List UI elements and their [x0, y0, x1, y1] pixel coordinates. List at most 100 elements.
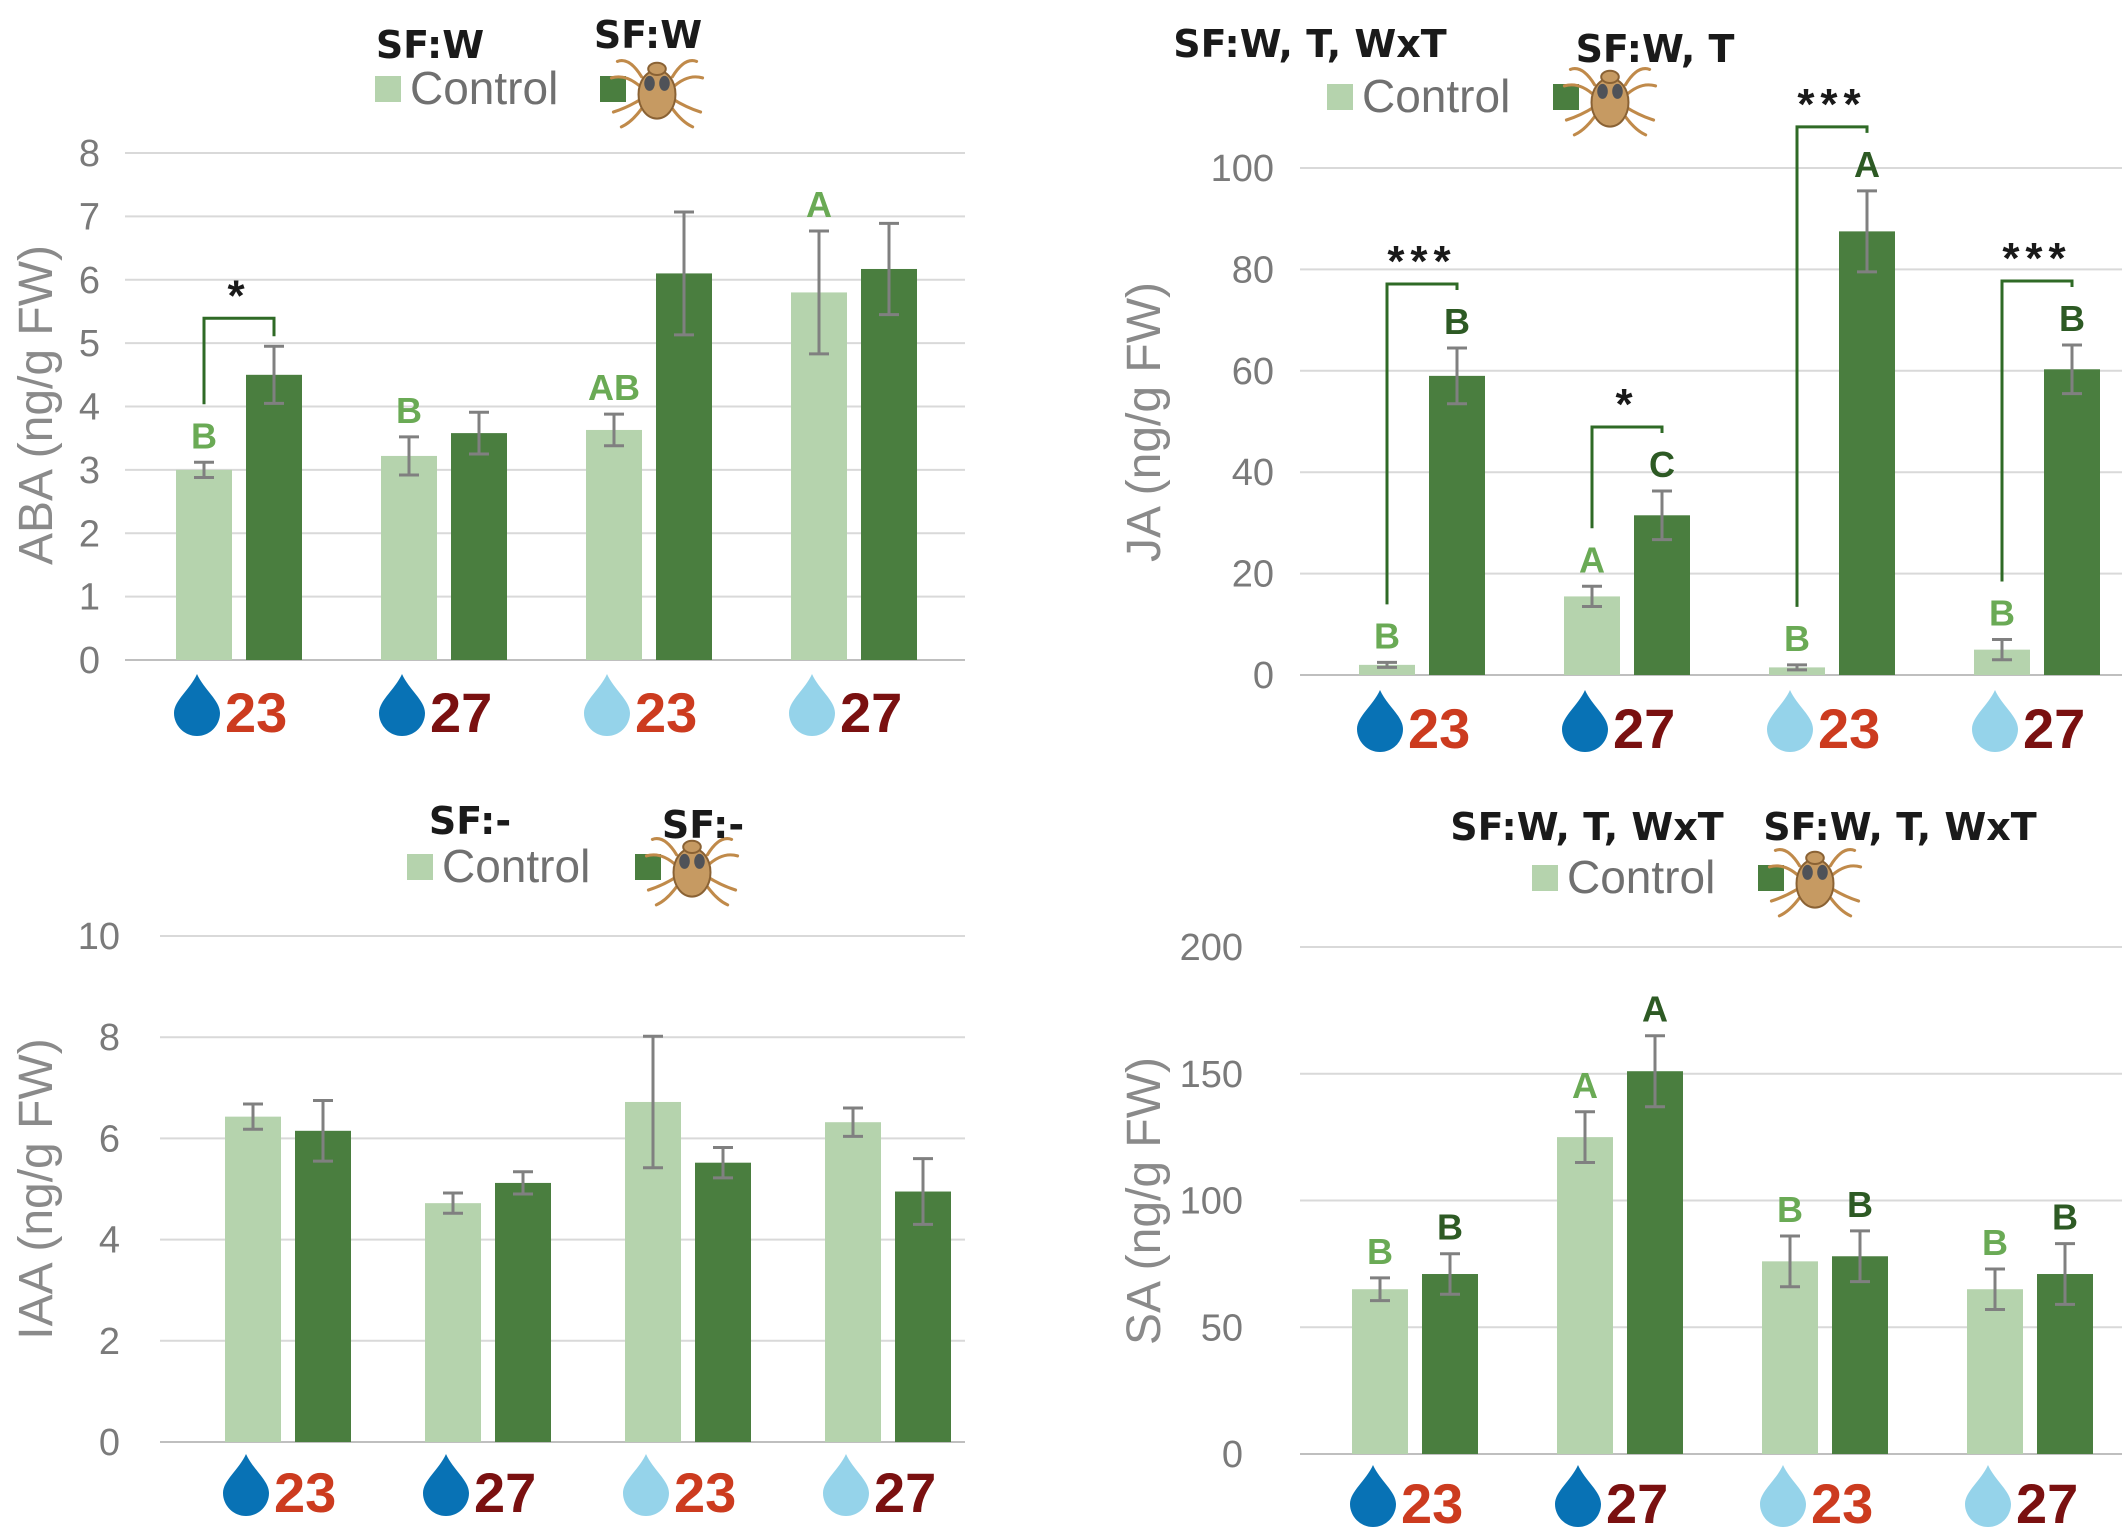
mite-leg: [1828, 864, 1863, 879]
mite-head: [647, 61, 667, 77]
y-tick-label: 80: [1232, 249, 1274, 291]
mite-leg: [1773, 848, 1802, 868]
legend-control-swatch: [407, 854, 433, 880]
category-temperature: 23: [1818, 697, 1880, 760]
control-letter: B: [1777, 1189, 1803, 1230]
y-axis-label: ABA (ng/g FW): [10, 245, 63, 565]
mite-leg: [670, 75, 705, 90]
treated-bar: [1839, 231, 1895, 675]
significance-bracket: [1590, 425, 1664, 529]
legend-control-swatch: [1327, 84, 1353, 110]
y-tick-label: 150: [1180, 1054, 1243, 1096]
category-temperature: 23: [274, 1461, 336, 1524]
y-tick-label: 2: [79, 513, 100, 555]
water-drop-icon: [223, 1454, 269, 1516]
mite-body: [637, 69, 677, 120]
control-letter: B: [191, 415, 217, 456]
chart-panel-sa: 0 50 100 150 200 SA (ng/g FW) B B 23 A A 27 B B 23 B B 27…: [1118, 805, 2122, 1533]
control-bar: [425, 1203, 481, 1442]
category-temperature: 23: [1408, 697, 1470, 760]
category-temperature: 23: [635, 681, 697, 744]
water-drop-icon: [1562, 690, 1608, 752]
treated-letter: A: [1642, 989, 1668, 1030]
mite-eye: [644, 75, 655, 91]
water-drop-icon: [1965, 1465, 2011, 1527]
y-tick-label: 0: [99, 1422, 120, 1464]
mite-leg: [1777, 896, 1802, 918]
treated-bar: [2044, 369, 2100, 675]
control-letter: AB: [588, 367, 640, 408]
significance-label: *: [227, 271, 250, 320]
treated-bar: [295, 1130, 351, 1442]
significance-label: ***: [1387, 237, 1456, 286]
control-letter: A: [806, 184, 832, 225]
legend-control-swatch: [375, 76, 401, 102]
control-letter: B: [1989, 593, 2015, 634]
significance-bracket: [1795, 125, 1869, 607]
significance-label: ***: [1797, 80, 1866, 129]
treated-bar: [895, 1191, 951, 1442]
y-tick-label: 20: [1232, 554, 1274, 596]
sf-control-annotation: SF:W, T, WxT: [1450, 805, 1724, 849]
category-temperature: 23: [225, 681, 287, 744]
control-bar: [586, 429, 642, 660]
mite-leg: [670, 107, 695, 129]
y-tick-label: 40: [1232, 452, 1274, 494]
y-tick-label: 7: [79, 196, 100, 238]
mite-leg: [670, 59, 699, 79]
control-letter: A: [1572, 1065, 1598, 1106]
water-drop-icon: [1972, 690, 2018, 752]
legend-control-label: Control: [442, 840, 590, 892]
sf-treated-annotation: SF:-: [662, 803, 744, 847]
sf-control-annotation: SF:W, T, WxT: [1173, 22, 1447, 66]
category-temperature: 27: [2016, 1472, 2078, 1533]
mite-head: [1805, 850, 1825, 866]
y-tick-label: 2: [99, 1321, 120, 1363]
water-drop-icon: [789, 674, 835, 736]
mite-leg: [1828, 896, 1853, 918]
y-tick-label: 3: [79, 450, 100, 492]
category-temperature: 27: [430, 681, 492, 744]
mite-leg: [619, 107, 644, 129]
y-tick-label: 10: [78, 916, 120, 958]
control-bar: [825, 1122, 881, 1442]
control-letter: A: [1579, 539, 1605, 580]
treated-bar: [1429, 375, 1485, 675]
sf-control-annotation: SF:W: [376, 23, 484, 67]
y-tick-label: 0: [1253, 655, 1274, 697]
control-bar: [1564, 596, 1620, 675]
water-drop-icon: [174, 674, 220, 736]
mite-leg: [1623, 115, 1648, 137]
treated-bar: [695, 1162, 751, 1442]
mite-icon: [644, 837, 740, 907]
mite-icon: [1767, 848, 1863, 918]
mite-leg: [705, 885, 730, 907]
mite-eye: [659, 75, 670, 91]
control-letter: B: [1784, 618, 1810, 659]
category-temperature: 27: [474, 1461, 536, 1524]
y-tick-label: 100: [1180, 1181, 1243, 1223]
treated-letter: C: [1649, 444, 1675, 485]
treated-letter: B: [2052, 1197, 2078, 1238]
category-temperature: 27: [874, 1461, 936, 1524]
y-tick-label: 6: [99, 1118, 120, 1160]
mite-eye: [1802, 864, 1813, 880]
control-letter: B: [1374, 615, 1400, 656]
mite-eye: [694, 853, 705, 869]
significance-bracket: [2000, 279, 2074, 582]
mite-leg: [670, 97, 703, 114]
legend-control-swatch: [1532, 865, 1558, 891]
significance-label: *: [1615, 380, 1638, 429]
y-tick-label: 0: [1222, 1434, 1243, 1476]
mite-body: [672, 847, 712, 898]
y-tick-label: 0: [79, 640, 100, 682]
control-bar: [1762, 1261, 1818, 1454]
sf-treated-annotation: SF:W: [594, 13, 702, 57]
treated-bar: [1422, 1274, 1478, 1454]
treated-letter: B: [1444, 301, 1470, 342]
y-axis-label: SA (ng/g FW): [1118, 1057, 1171, 1345]
legend-treated-swatch: [635, 854, 661, 880]
mite-leg: [1828, 886, 1861, 903]
